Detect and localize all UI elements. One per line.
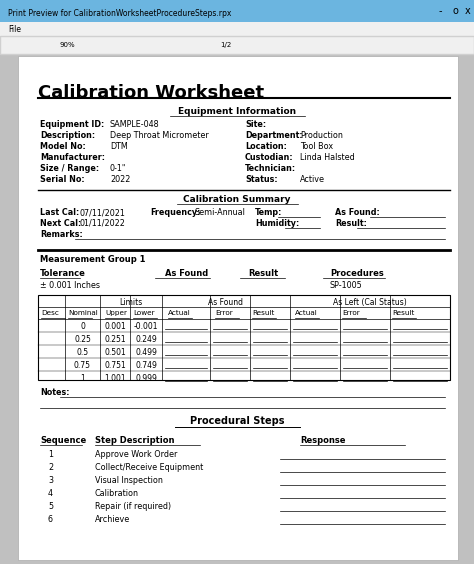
Text: Tolerance: Tolerance bbox=[40, 269, 86, 278]
Text: Repair (if required): Repair (if required) bbox=[95, 502, 171, 511]
Text: 90%: 90% bbox=[60, 42, 76, 48]
Text: Calibration: Calibration bbox=[95, 489, 139, 498]
Text: 0.501: 0.501 bbox=[104, 348, 126, 357]
Text: Deep Throat Micrometer: Deep Throat Micrometer bbox=[110, 131, 209, 140]
Text: Frequency:: Frequency: bbox=[150, 208, 201, 217]
FancyBboxPatch shape bbox=[18, 56, 458, 560]
Text: SAMPLE-048: SAMPLE-048 bbox=[110, 120, 160, 129]
Text: 0-1": 0-1" bbox=[110, 164, 127, 173]
Text: 1/2: 1/2 bbox=[220, 42, 231, 48]
Text: As Left (Cal Status): As Left (Cal Status) bbox=[333, 298, 407, 307]
Text: As Found: As Found bbox=[209, 298, 244, 307]
Bar bbox=[38, 295, 450, 380]
Text: 2: 2 bbox=[48, 463, 53, 472]
Text: 0.751: 0.751 bbox=[104, 361, 126, 370]
Text: Serial No:: Serial No: bbox=[40, 175, 85, 184]
Text: 1: 1 bbox=[80, 374, 85, 383]
Text: Site:: Site: bbox=[245, 120, 266, 129]
Text: Model No:: Model No: bbox=[40, 142, 86, 151]
Text: Active: Active bbox=[300, 175, 325, 184]
Text: Upper: Upper bbox=[105, 310, 127, 316]
Text: Error: Error bbox=[215, 310, 233, 316]
Text: 07/11/2021: 07/11/2021 bbox=[80, 208, 126, 217]
Text: Location:: Location: bbox=[245, 142, 287, 151]
Text: Error: Error bbox=[342, 310, 360, 316]
Text: Lower: Lower bbox=[133, 310, 155, 316]
Text: Calibration Worksheet: Calibration Worksheet bbox=[38, 84, 264, 102]
Text: Result: Result bbox=[248, 269, 278, 278]
Text: As Found:: As Found: bbox=[335, 208, 380, 217]
Text: -: - bbox=[438, 6, 442, 16]
Text: 5: 5 bbox=[48, 502, 53, 511]
Text: Visual Inspection: Visual Inspection bbox=[95, 476, 163, 485]
Text: Description:: Description: bbox=[40, 131, 95, 140]
Text: Last Cal:: Last Cal: bbox=[40, 208, 79, 217]
Text: Step Description: Step Description bbox=[95, 436, 174, 445]
Text: Tool Box: Tool Box bbox=[300, 142, 333, 151]
Text: Equipment Information: Equipment Information bbox=[178, 107, 296, 116]
Text: 3: 3 bbox=[48, 476, 53, 485]
Text: 0.75: 0.75 bbox=[74, 361, 91, 370]
Text: As Found: As Found bbox=[165, 269, 208, 278]
Text: 0.499: 0.499 bbox=[135, 348, 157, 357]
Text: Actual: Actual bbox=[168, 310, 191, 316]
Text: Procedural Steps: Procedural Steps bbox=[190, 416, 284, 426]
Text: Equipment ID:: Equipment ID: bbox=[40, 120, 104, 129]
Text: Size / Range:: Size / Range: bbox=[40, 164, 99, 173]
Text: 1.001: 1.001 bbox=[104, 374, 126, 383]
Text: 0.999: 0.999 bbox=[135, 374, 157, 383]
Text: Manufacturer:: Manufacturer: bbox=[40, 153, 105, 162]
Text: Remarks:: Remarks: bbox=[40, 230, 83, 239]
Text: Department:: Department: bbox=[245, 131, 302, 140]
Text: 0: 0 bbox=[80, 322, 85, 331]
Text: DTM: DTM bbox=[110, 142, 128, 151]
Text: 0.5: 0.5 bbox=[76, 348, 89, 357]
Text: ± 0.001 Inches: ± 0.001 Inches bbox=[40, 281, 100, 290]
Text: 6: 6 bbox=[48, 515, 53, 524]
Text: -0.001: -0.001 bbox=[134, 322, 158, 331]
Text: Desc: Desc bbox=[41, 310, 59, 316]
Text: Linda Halsted: Linda Halsted bbox=[300, 153, 355, 162]
Text: Technician:: Technician: bbox=[245, 164, 296, 173]
Text: File: File bbox=[8, 25, 21, 34]
Text: Collect/Receive Equipment: Collect/Receive Equipment bbox=[95, 463, 203, 472]
Text: Procedures: Procedures bbox=[330, 269, 384, 278]
Text: Next Cal:: Next Cal: bbox=[40, 219, 81, 228]
Text: 01/11/2022: 01/11/2022 bbox=[80, 219, 126, 228]
Text: 0.749: 0.749 bbox=[135, 361, 157, 370]
Text: Notes:: Notes: bbox=[40, 388, 70, 397]
Text: Calibration Summary: Calibration Summary bbox=[183, 195, 291, 204]
Text: Status:: Status: bbox=[245, 175, 278, 184]
Text: x: x bbox=[465, 6, 471, 16]
Text: 0.25: 0.25 bbox=[74, 335, 91, 344]
Text: Print Preview for CalibrationWorksheetProcedureSteps.rpx: Print Preview for CalibrationWorksheetPr… bbox=[8, 8, 231, 17]
Text: 0.251: 0.251 bbox=[104, 335, 126, 344]
Text: SP-1005: SP-1005 bbox=[330, 281, 363, 290]
Text: Custodian:: Custodian: bbox=[245, 153, 293, 162]
Text: 4: 4 bbox=[48, 489, 53, 498]
Text: Production: Production bbox=[300, 131, 343, 140]
FancyBboxPatch shape bbox=[0, 22, 474, 36]
Text: 0.001: 0.001 bbox=[104, 322, 126, 331]
Text: Semi-Annual: Semi-Annual bbox=[195, 208, 246, 217]
FancyBboxPatch shape bbox=[0, 36, 474, 54]
Text: 1: 1 bbox=[48, 450, 53, 459]
Text: Result:: Result: bbox=[335, 219, 367, 228]
Text: Actual: Actual bbox=[295, 310, 318, 316]
FancyBboxPatch shape bbox=[0, 0, 474, 22]
Text: Humidity:: Humidity: bbox=[255, 219, 299, 228]
Text: Response: Response bbox=[300, 436, 346, 445]
Text: 2022: 2022 bbox=[110, 175, 130, 184]
Text: 0.249: 0.249 bbox=[135, 335, 157, 344]
Text: Archieve: Archieve bbox=[95, 515, 130, 524]
Text: Nominal: Nominal bbox=[68, 310, 98, 316]
Text: Temp:: Temp: bbox=[255, 208, 283, 217]
Text: Result: Result bbox=[392, 310, 414, 316]
Text: Limits: Limits bbox=[119, 298, 143, 307]
Text: Approve Work Order: Approve Work Order bbox=[95, 450, 177, 459]
Text: Result: Result bbox=[252, 310, 274, 316]
Text: o: o bbox=[452, 6, 458, 16]
Text: Sequence: Sequence bbox=[40, 436, 86, 445]
Text: Measurement Group 1: Measurement Group 1 bbox=[40, 255, 146, 264]
